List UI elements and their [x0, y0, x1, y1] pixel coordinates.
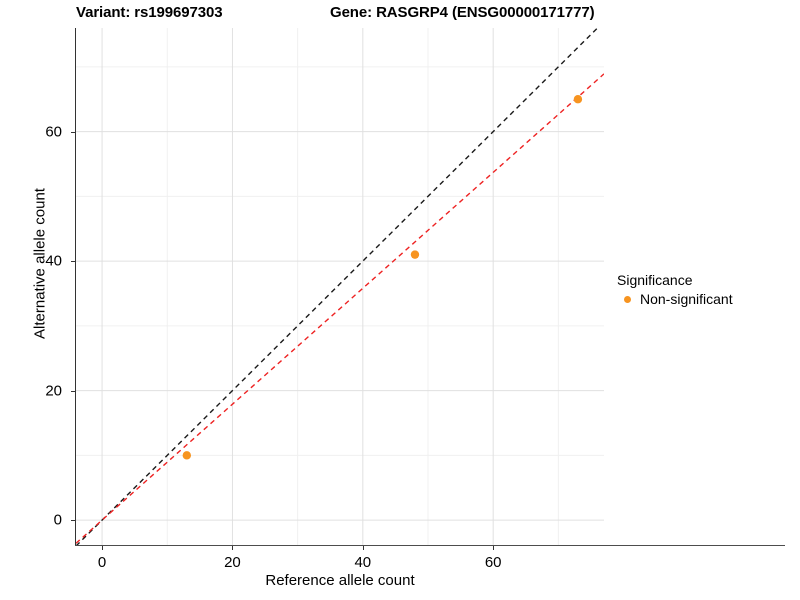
x-axis-line	[75, 545, 785, 547]
y-tick-label: 60	[45, 123, 62, 141]
gene-title: Gene: RASGRP4 (ENSG00000171777)	[330, 4, 595, 21]
y-axis-line	[75, 28, 77, 546]
y-tick-mark	[71, 390, 75, 392]
variant-title: Variant: rs199697303	[76, 4, 223, 21]
plot-panel	[76, 28, 604, 546]
x-tick-mark	[362, 546, 364, 550]
grid-minor-lines	[76, 28, 604, 546]
y-tick-mark	[71, 131, 75, 133]
x-tick-mark	[232, 546, 234, 550]
plot-canvas	[76, 28, 604, 546]
chart-title-row: Variant: rs199697303 Gene: RASGRP4 (ENSG…	[0, 4, 620, 26]
grid-major-lines	[76, 28, 604, 546]
y-tick-label: 0	[53, 511, 62, 529]
legend-item-label: Non-significant	[640, 291, 733, 307]
x-tick-label: 60	[484, 554, 502, 571]
x-tick-label: 20	[224, 554, 241, 571]
y-tick-mark	[71, 261, 75, 263]
legend: Significance Non-significant	[617, 272, 733, 307]
x-axis-title: Reference allele count	[265, 572, 415, 589]
x-tick-mark	[102, 546, 104, 550]
x-tick-label: 40	[354, 554, 372, 571]
y-tick-label: 20	[45, 382, 62, 400]
y-tick-mark	[71, 520, 75, 522]
x-tick-mark	[493, 546, 495, 550]
y-axis-title: Alternative allele count	[31, 188, 49, 339]
legend-title: Significance	[617, 272, 693, 288]
x-tick-label: 0	[97, 554, 107, 571]
reference-lines	[76, 28, 604, 546]
legend-item-non-significant[interactable]: Non-significant	[619, 291, 733, 307]
scatter-points	[182, 95, 583, 460]
point-marker-icon	[619, 291, 635, 307]
y-tick-label: 40	[45, 252, 62, 270]
